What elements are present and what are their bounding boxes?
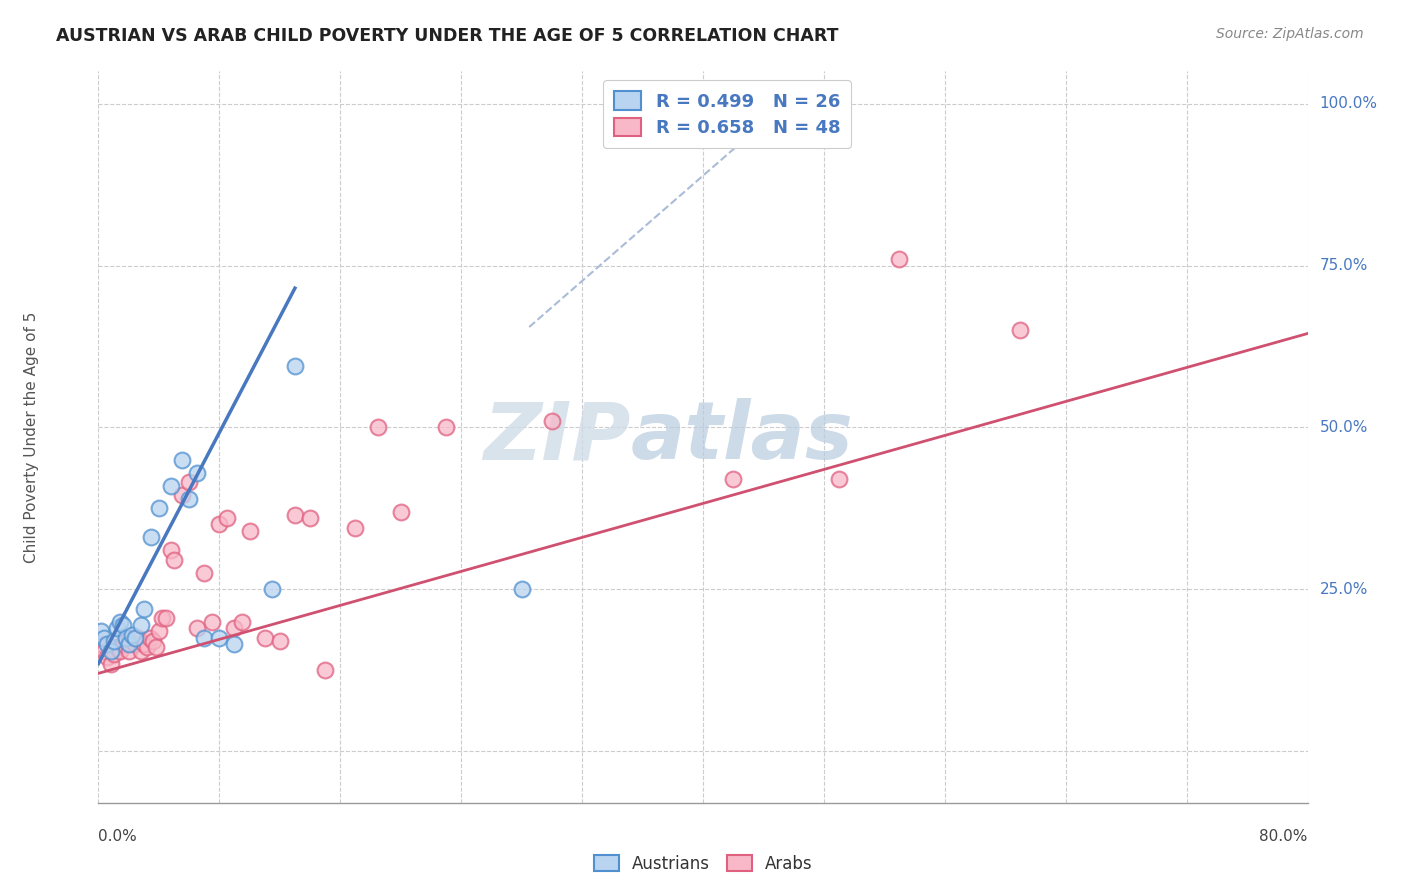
Text: 0.0%: 0.0% — [98, 829, 138, 844]
Point — [148, 624, 170, 639]
Point — [129, 617, 152, 632]
Text: atlas: atlas — [630, 398, 853, 476]
Legend: R = 0.499   N = 26, R = 0.658   N = 48: R = 0.499 N = 26, R = 0.658 N = 48 — [603, 80, 851, 148]
Point — [177, 475, 201, 490]
Point — [127, 631, 149, 645]
Point — [510, 582, 533, 597]
Point — [100, 657, 122, 671]
Point — [434, 420, 457, 434]
Point — [344, 521, 367, 535]
Point — [889, 252, 911, 266]
Text: 75.0%: 75.0% — [1320, 258, 1368, 273]
Point — [201, 615, 224, 629]
Point — [103, 634, 125, 648]
Point — [160, 478, 183, 492]
Point — [828, 472, 851, 486]
Point — [155, 611, 177, 625]
Point — [93, 631, 115, 645]
Point — [540, 414, 562, 428]
Point — [224, 637, 246, 651]
Point — [160, 543, 183, 558]
Point — [114, 634, 136, 648]
Text: 100.0%: 100.0% — [1320, 96, 1378, 112]
Point — [389, 504, 412, 518]
Point — [186, 621, 208, 635]
Point — [186, 466, 208, 480]
Point — [224, 621, 246, 635]
Text: ZIP: ZIP — [484, 398, 630, 476]
Point — [124, 631, 146, 645]
Text: 25.0%: 25.0% — [1320, 582, 1368, 597]
Point — [114, 631, 136, 645]
Point — [100, 643, 122, 657]
Point — [108, 643, 131, 657]
Point — [177, 491, 201, 506]
Point — [239, 524, 262, 538]
Point — [121, 631, 143, 645]
Point — [284, 359, 307, 373]
Point — [193, 566, 215, 580]
Point — [721, 472, 744, 486]
Point — [314, 663, 336, 677]
Point — [118, 643, 141, 657]
Point — [129, 643, 152, 657]
Point — [135, 640, 157, 655]
Point — [262, 582, 284, 597]
Text: Child Poverty Under the Age of 5: Child Poverty Under the Age of 5 — [24, 311, 39, 563]
Point — [145, 640, 167, 655]
Point — [253, 631, 276, 645]
Point — [90, 637, 112, 651]
Point — [96, 637, 118, 651]
Point — [269, 634, 291, 648]
Point — [299, 511, 322, 525]
Point — [1010, 323, 1032, 337]
Point — [96, 650, 118, 665]
Point — [103, 647, 125, 661]
Point — [170, 452, 193, 467]
Point — [139, 631, 162, 645]
Text: 80.0%: 80.0% — [1260, 829, 1308, 844]
Point — [367, 420, 389, 434]
Point — [163, 553, 186, 567]
Point — [118, 637, 141, 651]
Text: Source: ZipAtlas.com: Source: ZipAtlas.com — [1216, 27, 1364, 41]
Point — [170, 488, 193, 502]
Point — [93, 643, 115, 657]
Point — [193, 631, 215, 645]
Legend: Austrians, Arabs: Austrians, Arabs — [586, 848, 820, 880]
Point — [208, 631, 231, 645]
Point — [150, 611, 173, 625]
Point — [132, 637, 155, 651]
Point — [148, 501, 170, 516]
Point — [231, 615, 253, 629]
Point — [105, 640, 128, 655]
Point — [90, 624, 112, 639]
Point — [111, 617, 134, 632]
Point — [284, 508, 307, 522]
Point — [141, 530, 163, 544]
Point — [208, 517, 231, 532]
Point — [132, 601, 155, 615]
Text: 50.0%: 50.0% — [1320, 420, 1368, 435]
Point — [121, 627, 143, 641]
Point — [142, 634, 165, 648]
Point — [215, 511, 238, 525]
Point — [105, 621, 128, 635]
Point — [124, 637, 146, 651]
Point — [111, 637, 134, 651]
Point — [108, 615, 131, 629]
Text: AUSTRIAN VS ARAB CHILD POVERTY UNDER THE AGE OF 5 CORRELATION CHART: AUSTRIAN VS ARAB CHILD POVERTY UNDER THE… — [56, 27, 839, 45]
